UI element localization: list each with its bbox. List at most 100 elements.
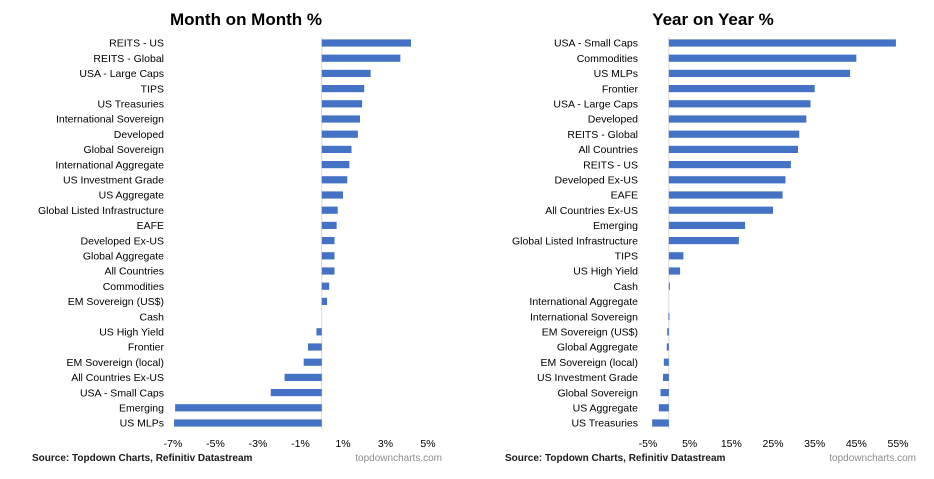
chart-1-x-tick-label: 5% [682, 438, 697, 450]
chart-1-bar [663, 358, 669, 366]
chart-0-bar [321, 39, 411, 47]
chart-1-category-label: Emerging [593, 220, 638, 232]
chart-0-bar [321, 191, 343, 199]
chart-0-category-label: Developed Ex-US [81, 235, 164, 247]
chart-0-category-label: Global Aggregate [83, 251, 164, 263]
chart-0-bar [321, 85, 365, 93]
chart-0-category-label: International Sovereign [56, 114, 164, 126]
chart-0-category-label: Global Sovereign [83, 144, 164, 156]
chart-1-bar [668, 145, 798, 153]
chart-1-category-label: US Aggregate [573, 403, 639, 415]
chart-1-bar [668, 221, 746, 229]
chart-0-bar [175, 404, 322, 412]
chart-0-bar [321, 100, 363, 108]
chart-1-category-label: US MLPs [594, 68, 638, 80]
chart-1-watermark: topdowncharts.com [829, 453, 916, 464]
chart-1-x-tick-label: -5% [639, 438, 658, 450]
chart-1-category-label: All Countries [578, 144, 638, 156]
chart-1-category-label: TIPS [615, 251, 638, 263]
chart-1-category-label: USA - Small Caps [554, 38, 638, 50]
chart-1-bar [658, 404, 669, 412]
chart-1-category-label: Developed Ex-US [555, 175, 638, 187]
chart-1-x-tick-label: 45% [846, 438, 867, 450]
chart-0-category-label: US Investment Grade [63, 175, 164, 187]
chart-0-category-label: Frontier [128, 342, 165, 354]
chart-0-bar [284, 373, 322, 381]
chart-1-title: Year on Year % [652, 10, 774, 29]
chart-1-category-label: US High Yield [573, 266, 638, 278]
chart-1-bar [660, 389, 669, 397]
chart-0-category-label: All Countries Ex-US [71, 372, 164, 384]
chart-0-category-label: USA - Small Caps [80, 387, 164, 399]
chart-0-category-label: EAFE [137, 220, 164, 232]
chart-0-x-tick-label: -7% [164, 438, 183, 450]
chart-0-bar [321, 115, 360, 123]
chart-0-category-label: US Aggregate [99, 190, 165, 202]
chart-0-category-label: EM Sovereign (local) [67, 357, 164, 369]
chart-1-category-label: Commodities [577, 53, 638, 65]
chart-0-bar [321, 237, 335, 245]
chart-1-bar [668, 313, 670, 321]
chart-0-source-note: Source: Topdown Charts, Refinitiv Datast… [32, 453, 253, 464]
chart-1-bar [668, 115, 807, 123]
chart-0-category-label: Developed [114, 129, 164, 141]
chart-1-category-label: Global Sovereign [557, 387, 638, 399]
chart-1-bar [668, 282, 670, 290]
chart-1-bar [668, 191, 783, 199]
chart-0-watermark: topdowncharts.com [355, 453, 442, 464]
chart-0-x-tick-label: 1% [335, 438, 350, 450]
chart-0-category-label: REITS - US [109, 38, 164, 50]
chart-1-category-label: Frontier [602, 83, 639, 95]
chart-1-bar [668, 69, 851, 77]
chart-1-category-label: Cash [613, 281, 638, 293]
chart-1-category-label: US Treasuries [571, 418, 638, 430]
chart-0-category-label: Commodities [103, 281, 164, 293]
chart-0-bar [321, 267, 335, 275]
chart-1-category-label: Developed [588, 114, 638, 126]
chart-0-bar [321, 161, 350, 169]
chart-1-bar [668, 100, 811, 108]
chart-0-bar [303, 358, 322, 366]
chart-0-bar [307, 343, 322, 351]
chart-0-category-label: Global Listed Infrastructure [38, 205, 164, 217]
chart-1-x-tick-label: 55% [887, 438, 908, 450]
chart-1-bar [652, 419, 669, 427]
chart-1-bar [668, 237, 739, 245]
chart-1-bar [663, 373, 669, 381]
chart-1-bar [668, 206, 773, 214]
chart-0-bar [321, 297, 328, 305]
chart-0-bar [321, 130, 358, 138]
chart-0-category-label: All Countries [104, 266, 164, 278]
chart-0-category-label: Emerging [119, 403, 164, 415]
chart-1-bar [668, 267, 681, 275]
chart-0-bar [316, 328, 322, 336]
chart-0-bar [321, 176, 348, 184]
chart-1-bar [668, 54, 857, 62]
chart-0-bar [321, 206, 338, 214]
chart-0-bar [321, 145, 352, 153]
chart-0-category-label: REITS - Global [93, 53, 164, 65]
chart-0-bar [321, 221, 337, 229]
chart-1-category-label: USA - Large Caps [553, 99, 638, 111]
chart-0-category-label: Cash [139, 311, 164, 323]
chart-1-category-label: EM Sovereign (US$) [542, 327, 638, 339]
chart-0-bar [321, 69, 371, 77]
chart-1-category-label: International Sovereign [530, 311, 638, 323]
chart-1-bar [668, 85, 815, 93]
chart-0-category-label: USA - Large Caps [79, 68, 164, 80]
chart-1-category-label: International Aggregate [529, 296, 638, 308]
chart-0-category-label: US MLPs [120, 418, 164, 430]
chart-0-x-tick-label: -5% [206, 438, 225, 450]
chart-0-bar [321, 54, 401, 62]
chart-1-bar [668, 130, 800, 138]
chart-0-x-tick-label: 3% [378, 438, 393, 450]
chart-0-bar [270, 389, 322, 397]
chart-0-x-tick-label: -1% [291, 438, 310, 450]
chart-1-category-label: REITS - US [583, 159, 638, 171]
chart-1-bar [667, 328, 669, 336]
chart-0-bar [321, 252, 335, 260]
chart-1-x-tick-label: 15% [721, 438, 742, 450]
chart-1-category-label: All Countries Ex-US [545, 205, 638, 217]
chart-1-category-label: EM Sovereign (local) [541, 357, 638, 369]
